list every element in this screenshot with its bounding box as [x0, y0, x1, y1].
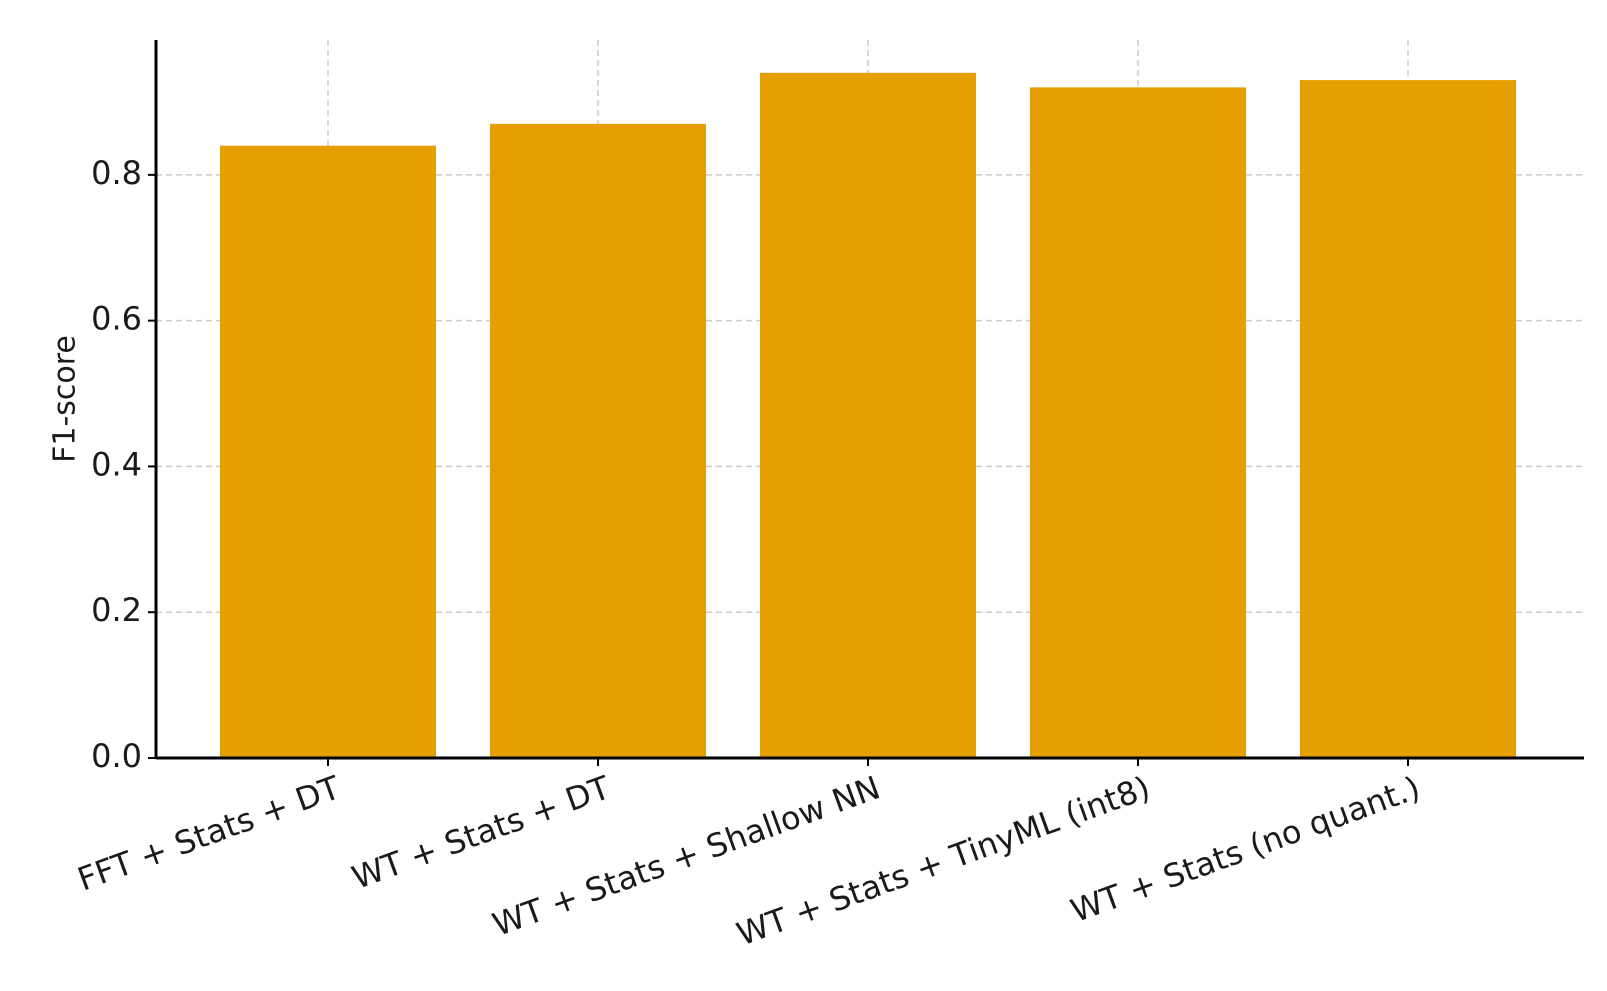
bars-layer [220, 72, 1516, 759]
bar-1 [220, 145, 436, 758]
bar-5 [1300, 80, 1516, 758]
y-axis-title: F1-score [48, 335, 83, 463]
bar-2 [490, 123, 706, 759]
bar-3 [760, 72, 976, 759]
ticks-layer: 0.0 0.2 0.4 0.6 0.8 [91, 154, 1409, 775]
x-category-label: FFT + Stats + DT [73, 768, 346, 898]
y-tick-label: 0.0 [91, 737, 142, 775]
axes-layer [154, 40, 1584, 760]
y-tick-label: 0.4 [91, 445, 142, 483]
y-tick-label: 0.6 [91, 300, 142, 338]
bar-4 [1030, 87, 1246, 758]
y-tick-label: 0.2 [91, 591, 142, 629]
y-tick-label: 0.8 [91, 154, 142, 192]
